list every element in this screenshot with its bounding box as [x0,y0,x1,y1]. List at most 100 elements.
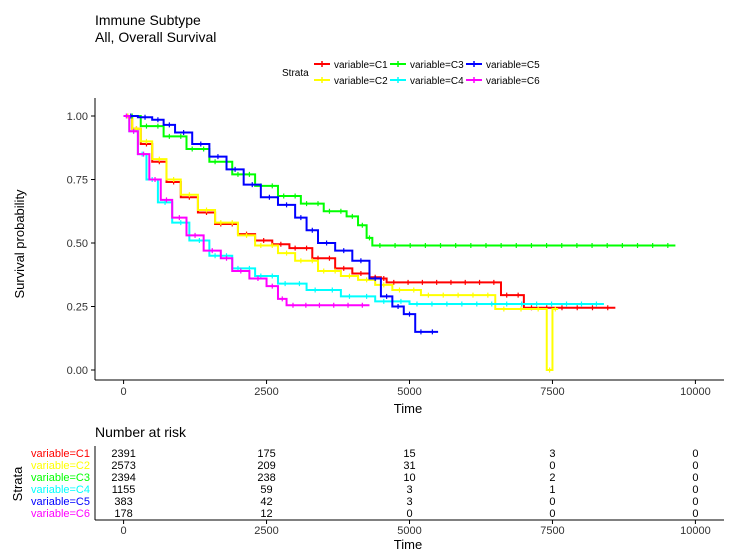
y-axis-label: Survival probability [12,189,27,299]
chart-subtitle: All, Overall Survival [95,29,216,45]
censor-mark [468,243,474,249]
censor-mark [535,306,541,312]
risk-cell: 175 [257,448,275,460]
censor-mark [166,133,172,139]
censor-mark [434,279,440,285]
risk-cell: 31 [403,460,415,472]
censor-mark [605,305,611,311]
censor-mark [574,243,580,249]
censor-mark [212,253,218,259]
risk-cell: 0 [549,508,555,520]
censor-mark [266,194,272,200]
risk-cell: 0 [406,508,412,520]
censor-mark [578,301,584,307]
censor-mark [519,301,525,307]
censor-mark [462,279,468,285]
risk-row-label: variable=C1 [31,448,90,460]
censor-mark [142,114,148,120]
censor-mark [372,276,378,282]
risk-cell: 15 [403,448,415,460]
legend-entry: variable=C6 [486,76,540,87]
risk-cell: 178 [114,508,132,520]
censor-mark [544,243,550,249]
censor-mark [204,207,210,213]
censor-mark [321,268,327,274]
censor-mark [284,250,290,256]
censor-mark [364,277,370,283]
censor-mark [425,292,431,298]
censor-mark [341,265,347,271]
censor-mark [235,171,241,177]
censor-mark [255,276,261,282]
censor-mark [407,243,413,249]
legend: Strata variable=C1 variable=C2 variable=C3 v… [282,60,540,87]
censor-mark [381,298,387,304]
censor-mark [665,243,671,249]
censor-mark [504,301,510,307]
censor-mark [459,301,465,307]
censor-mark [604,243,610,249]
risk-cell: 0 [692,508,698,520]
censor-mark [392,243,398,249]
risk-cell: 3 [406,496,412,508]
censor-mark [249,182,255,188]
censor-mark [304,201,310,207]
censor-mark [438,243,444,249]
censor-mark [143,138,149,144]
censor-mark [440,292,446,298]
censor-mark [483,243,489,249]
censor-mark [346,273,352,279]
series-variable-c2 [123,113,559,373]
x-tick-label: 7500 [540,386,564,398]
censor-mark [635,243,641,249]
risk-table-y-label: Strata [10,466,25,501]
censor-mark [212,159,218,165]
risk-table-x-label: Time [394,537,422,550]
censor-mark [453,243,459,249]
survival-curve [123,115,676,247]
risk-row-label: variable=C5 [31,496,90,508]
censor-mark [316,302,322,308]
censor-mark [181,130,187,136]
censor-mark [593,301,599,307]
censor-mark [429,329,435,335]
censor-mark [429,301,435,307]
series-variable-c3 [123,113,676,249]
censor-mark [278,241,284,247]
risk-row-label: variable=C2 [31,460,90,472]
censor-mark [218,220,224,226]
censor-mark [358,258,364,264]
censor-mark [290,302,296,308]
censor-mark [407,311,412,317]
censor-mark [422,243,428,249]
censor-mark [298,258,304,264]
survival-curve [123,115,559,371]
censor-mark [346,293,352,299]
x-tick-label: 5000 [397,386,421,398]
censor-mark [391,279,397,285]
censor-mark [338,208,344,214]
censor-mark [292,245,298,251]
censor-mark [332,268,338,274]
censor-mark [359,222,365,228]
censor-mark [166,122,172,128]
censor-mark [201,146,207,152]
risk-cell: 42 [260,496,272,508]
risk-cell: 59 [260,484,272,496]
risk-table-title: Number at risk [95,424,187,440]
censor-mark [198,141,204,147]
censor-mark [326,208,332,214]
censor-mark [384,293,390,299]
risk-row-label: variable=C3 [31,472,90,484]
censor-mark [513,243,519,249]
censor-mark [349,213,355,219]
censor-mark [398,298,404,304]
y-tick-label: 0.50 [67,238,88,250]
censor-mark [123,113,129,119]
censor-mark [358,270,364,276]
censor-mark [176,215,182,221]
series-variable-c1 [123,113,616,311]
x-tick-label: 2500 [254,386,278,398]
risk-x-tick-label: 0 [121,525,127,537]
